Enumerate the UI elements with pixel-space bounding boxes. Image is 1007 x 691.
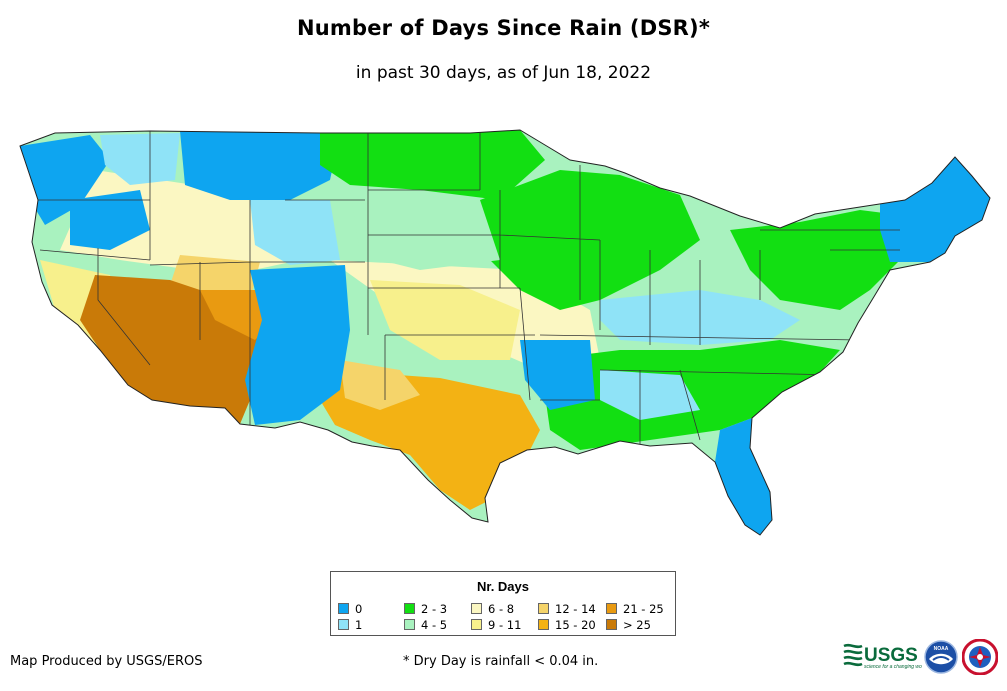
legend-label: 21 - 25	[623, 602, 664, 616]
region-1	[100, 133, 180, 185]
legend-item: 12 - 14	[538, 603, 596, 616]
region-9-11	[370, 280, 520, 360]
legend-swatch	[338, 619, 349, 630]
legend-label: 6 - 8	[488, 602, 515, 616]
legend-label: > 25	[623, 618, 651, 632]
region-2-3	[480, 170, 700, 310]
region-2-3	[730, 210, 900, 310]
region-0	[245, 265, 350, 425]
legend-item: 21 - 25	[606, 603, 664, 616]
us-outline	[19, 129, 991, 536]
nws-logo-icon	[962, 639, 998, 675]
footnote-text: * Dry Day is rainfall < 0.04 in.	[403, 654, 599, 669]
svg-text:science for a changing world: science for a changing world	[864, 664, 922, 670]
legend-swatch	[538, 603, 549, 614]
region-0	[70, 190, 150, 250]
svg-text:USGS: USGS	[864, 645, 918, 666]
legend-label: 2 - 3	[421, 602, 448, 616]
legend-item: 6 - 8	[471, 603, 514, 616]
legend-swatch	[471, 603, 482, 614]
svg-text:NOAA: NOAA	[934, 646, 949, 652]
legend-swatch	[606, 603, 617, 614]
legend-swatch	[606, 619, 617, 630]
legend-item: 9 - 11	[471, 619, 521, 632]
legend-label: 15 - 20	[555, 618, 596, 632]
legend-title: Nr. Days	[476, 579, 530, 594]
region-0	[715, 418, 772, 535]
region-0	[520, 340, 595, 410]
region-2-3	[320, 130, 545, 200]
region-0	[20, 135, 110, 225]
credit-text: Map Produced by USGS/EROS	[10, 654, 203, 669]
legend-swatch	[538, 619, 549, 630]
dsr-regions	[20, 130, 990, 535]
legend-swatch	[338, 603, 349, 614]
legend-label: 0	[355, 602, 363, 616]
legend-item: 4 - 5	[404, 619, 447, 632]
legend-item: 2 - 3	[404, 603, 447, 616]
legend-item: 15 - 20	[538, 619, 596, 632]
usgs-logo-icon: USGS science for a changing world	[843, 643, 922, 670]
legend-swatch	[404, 603, 415, 614]
legend-label: 1	[355, 618, 363, 632]
legend: Nr. Days 0 1 2 - 3 4 - 5 6 - 8 9 - 11 12…	[330, 571, 676, 636]
legend-item: 1	[338, 619, 362, 632]
map-title: Number of Days Since Rain (DSR)*	[296, 16, 711, 40]
legend-label: 12 - 14	[555, 602, 596, 616]
legend-swatch	[404, 619, 415, 630]
legend-item: 0	[338, 603, 362, 616]
region-1	[600, 370, 700, 420]
noaa-logo-icon: NOAA	[924, 640, 958, 674]
state-borders	[35, 131, 900, 450]
region-1	[250, 200, 340, 265]
legend-label: 9 - 11	[488, 618, 522, 632]
region-0	[180, 131, 340, 200]
legend-swatch	[471, 619, 482, 630]
region-12-14	[340, 360, 420, 410]
region-4-5	[350, 190, 500, 270]
legend-label: 4 - 5	[421, 618, 448, 632]
map-subtitle: in past 30 days, as of Jun 18, 2022	[355, 63, 652, 83]
legend-item: > 25	[606, 619, 651, 632]
region-0	[880, 157, 990, 262]
